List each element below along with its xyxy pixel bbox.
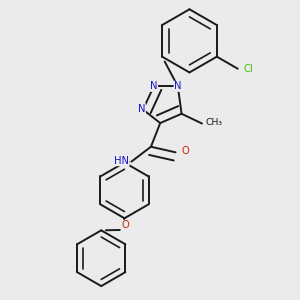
Text: N: N (174, 81, 182, 92)
Text: CH₃: CH₃ (206, 118, 223, 127)
Text: O: O (182, 146, 189, 156)
Text: N: N (150, 81, 158, 92)
Text: HN: HN (114, 156, 129, 166)
Text: Cl: Cl (244, 64, 254, 74)
Text: N: N (138, 104, 146, 114)
Text: O: O (122, 220, 130, 230)
